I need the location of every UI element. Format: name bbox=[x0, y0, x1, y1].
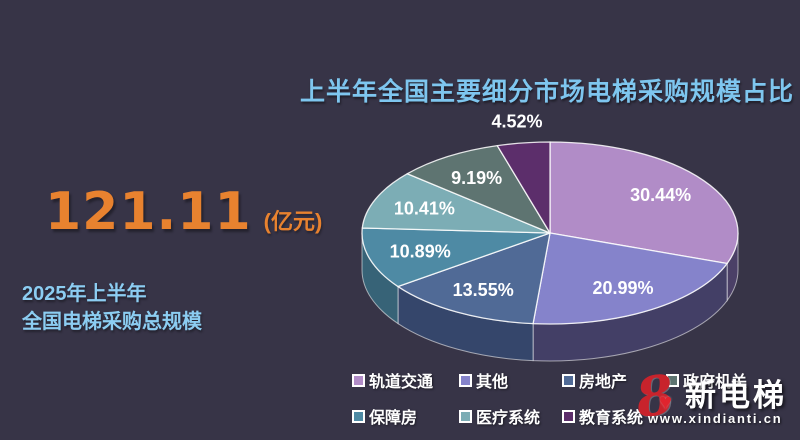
legend-marker bbox=[459, 409, 472, 423]
heart-icon: ♥ bbox=[659, 389, 673, 414]
slice-label-保障房: 10.89% bbox=[390, 242, 451, 262]
slice-label-政府机关: 9.19% bbox=[451, 168, 502, 188]
pie-slice-轨道交通[interactable] bbox=[549, 141, 739, 265]
legend-marker bbox=[459, 373, 472, 387]
legend-marker bbox=[562, 409, 575, 423]
legend-label: 轨道交通 bbox=[369, 374, 434, 391]
slice-label-教育系统: 4.52% bbox=[491, 111, 542, 131]
page-title: 上半年全国主要细分市场电梯采购规模占比 bbox=[300, 78, 795, 106]
total-unit: (亿元) bbox=[263, 209, 323, 234]
legend-label: 政府机关 bbox=[683, 374, 748, 391]
slice-label-轨道交通: 30.44% bbox=[630, 185, 691, 205]
pie-slice-医疗系统[interactable] bbox=[361, 173, 551, 234]
pie-slice-保障房[interactable] bbox=[361, 227, 551, 288]
legend-marker bbox=[352, 373, 365, 387]
legend-marker bbox=[352, 409, 365, 423]
pie-chart: 30.44% 20.99% 13.55%10.89% 10.41% 9.19% 4.52% bbox=[361, 111, 739, 362]
slice-label-其他: 20.99% bbox=[592, 278, 653, 298]
slice-label-医疗系统: 10.41% bbox=[394, 199, 455, 219]
legend-label: 房地产 bbox=[579, 374, 628, 391]
total-caption: 2025年上半年 全国电梯采购总规模 bbox=[22, 280, 202, 336]
pie-slice-其他[interactable] bbox=[532, 232, 728, 325]
brand-logo: 8 ♥ 新电梯 www.xindianti.cn bbox=[628, 362, 800, 438]
legend-item-其他[interactable]: 其他 bbox=[459, 368, 508, 392]
pie-slice-教育系统[interactable] bbox=[496, 141, 551, 234]
legend-marker bbox=[666, 373, 679, 387]
caption-line2: 全国电梯采购总规模 bbox=[22, 311, 202, 333]
legend-item-政府机关[interactable]: 政府机关 bbox=[666, 368, 747, 392]
caption-line1: 2025年上半年 bbox=[22, 283, 147, 305]
legend-label: 其他 bbox=[476, 374, 509, 391]
legend-item-保障房[interactable]: 保障房 bbox=[352, 404, 417, 428]
total-procurement-value: 121.11 (亿元) bbox=[45, 182, 322, 242]
pie-slice-政府机关[interactable] bbox=[406, 145, 551, 234]
legend-item-房地产[interactable]: 房地产 bbox=[562, 368, 627, 392]
slice-label-房地产: 13.55% bbox=[453, 280, 514, 300]
legend-label: 医疗系统 bbox=[476, 410, 541, 427]
brand-name: 新电梯 bbox=[685, 378, 787, 413]
legend-item-轨道交通[interactable]: 轨道交通 bbox=[352, 368, 433, 392]
legend-item-医疗系统[interactable]: 医疗系统 bbox=[459, 404, 540, 428]
total-value: 121.11 bbox=[45, 182, 252, 242]
pie-slice-房地产[interactable] bbox=[397, 232, 551, 325]
brand-url: www.xindianti.cn bbox=[648, 411, 783, 426]
legend-marker bbox=[562, 373, 575, 387]
logo-8-icon: 8 ♥ bbox=[632, 362, 688, 431]
legend-item-教育系统[interactable]: 教育系统 bbox=[562, 404, 643, 428]
legend-label: 保障房 bbox=[369, 410, 418, 427]
legend-label: 教育系统 bbox=[579, 410, 644, 427]
